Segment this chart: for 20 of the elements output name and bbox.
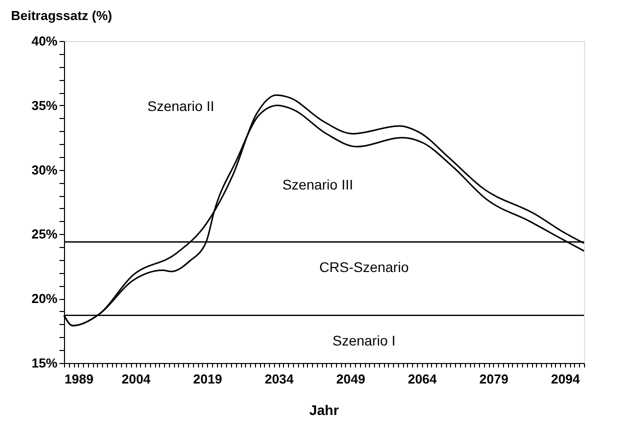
x-tick-label: 2064 [408,372,438,386]
ref-line-label: CRS-Szenario [319,258,409,275]
y-tick-label: 35% [31,98,58,113]
y-axis-title: Beitragssatz (%) [10,8,112,23]
x-tick-label: 2079 [479,372,508,386]
x-tick-label: 2094 [550,372,581,386]
x-axis-title: Jahr [309,402,340,418]
text: Szenario II [147,98,214,114]
x-tick-label: 2004 [122,372,152,386]
text: Szenario III [282,176,354,192]
y-tick-label: 20% [31,291,58,306]
y-tick-label: 25% [31,226,58,242]
y-tick-label: 40% [31,34,58,48]
ref-line-label: Szenario I [332,332,396,348]
y-tick-label: 15% [31,356,58,370]
x-tick-label: 2019 [193,372,222,386]
x-tick-label: 2034 [264,372,294,386]
y-tick-label: 30% [31,162,58,178]
x-tick-label: 1989 [64,372,94,386]
x-tick-label: 2049 [336,372,366,386]
